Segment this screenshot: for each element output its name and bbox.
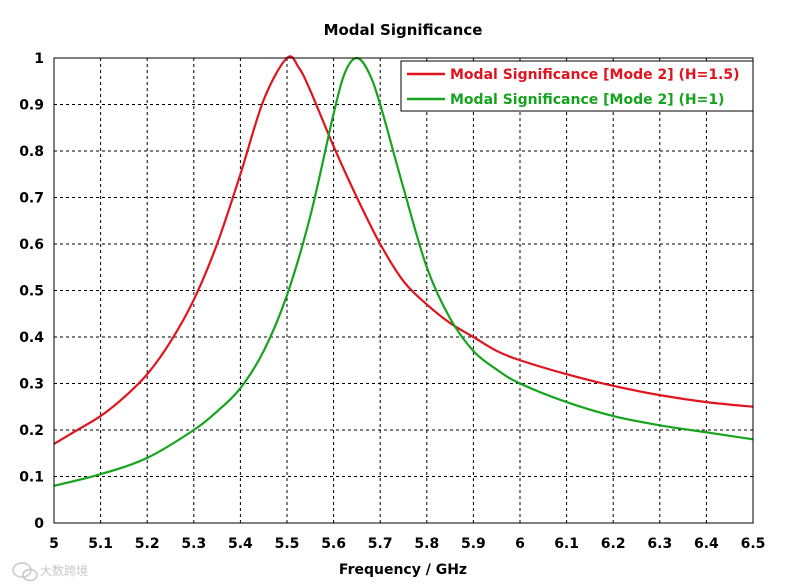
series-layer — [53, 55, 754, 487]
x-tick-label: 5.8 — [414, 536, 439, 552]
y-tick-label: 0.8 — [19, 144, 44, 160]
x-tick-label: 6.2 — [601, 536, 626, 552]
x-tick-label: 5.9 — [461, 536, 486, 552]
x-tick-label: 6.4 — [694, 536, 719, 552]
series-line-1 — [53, 55, 754, 445]
y-tick-label: 0.9 — [19, 98, 44, 114]
grid-lines — [54, 58, 753, 523]
x-tick-label: 5.6 — [321, 536, 346, 552]
legend-entry-1: Modal Significance [Mode 2] (H=1.5) — [450, 67, 740, 83]
x-tick-label: 6 — [515, 536, 525, 552]
y-tick-label: 0.1 — [19, 470, 44, 486]
x-axis-label: Frequency / GHz — [339, 562, 467, 578]
x-tick-label: 5.7 — [368, 536, 393, 552]
legend-box — [400, 60, 754, 112]
y-tick-label: 0.2 — [19, 423, 44, 439]
y-tick-label: 0 — [34, 516, 44, 532]
y-tick-labels: 0 0.1 0.2 0.3 0.4 0.5 0.6 0.7 0.8 0.9 1 — [19, 51, 44, 532]
plot-frame — [53, 57, 754, 524]
x-tick-labels: 5 5.1 5.2 5.3 5.4 5.5 5.6 5.7 5.8 5.9 6 6.1 6.2 6.3 6.… — [49, 536, 765, 552]
x-tick-label: 5.3 — [181, 536, 206, 552]
legend: Modal Significance [Mode 2] (H=1.5) Modal… — [400, 60, 754, 112]
x-tick-label: 5 — [49, 536, 59, 552]
y-tick-label: 0.4 — [19, 330, 44, 346]
y-tick-label: 0.7 — [19, 191, 44, 207]
watermark: 大数跨境 — [12, 562, 88, 582]
watermark-text: 大数跨境 — [40, 563, 88, 578]
x-tick-label: 5.4 — [228, 536, 253, 552]
x-tick-label: 6.5 — [741, 536, 766, 552]
x-tick-label: 6.1 — [554, 536, 579, 552]
y-tick-label: 0.6 — [19, 237, 44, 253]
series-line-2 — [53, 56, 754, 487]
y-tick-label: 1 — [34, 51, 44, 67]
legend-entry-2: Modal Significance [Mode 2] (H=1) — [450, 92, 724, 108]
wechat-bubble-icon — [12, 562, 38, 582]
x-tick-label: 5.1 — [88, 536, 113, 552]
x-tick-label: 5.5 — [275, 536, 300, 552]
chart-title: Modal Significance — [324, 21, 483, 39]
y-tick-label: 0.3 — [19, 377, 44, 393]
y-tick-label: 0.5 — [19, 284, 44, 300]
x-tick-label: 5.2 — [135, 536, 160, 552]
x-tick-label: 6.3 — [647, 536, 672, 552]
